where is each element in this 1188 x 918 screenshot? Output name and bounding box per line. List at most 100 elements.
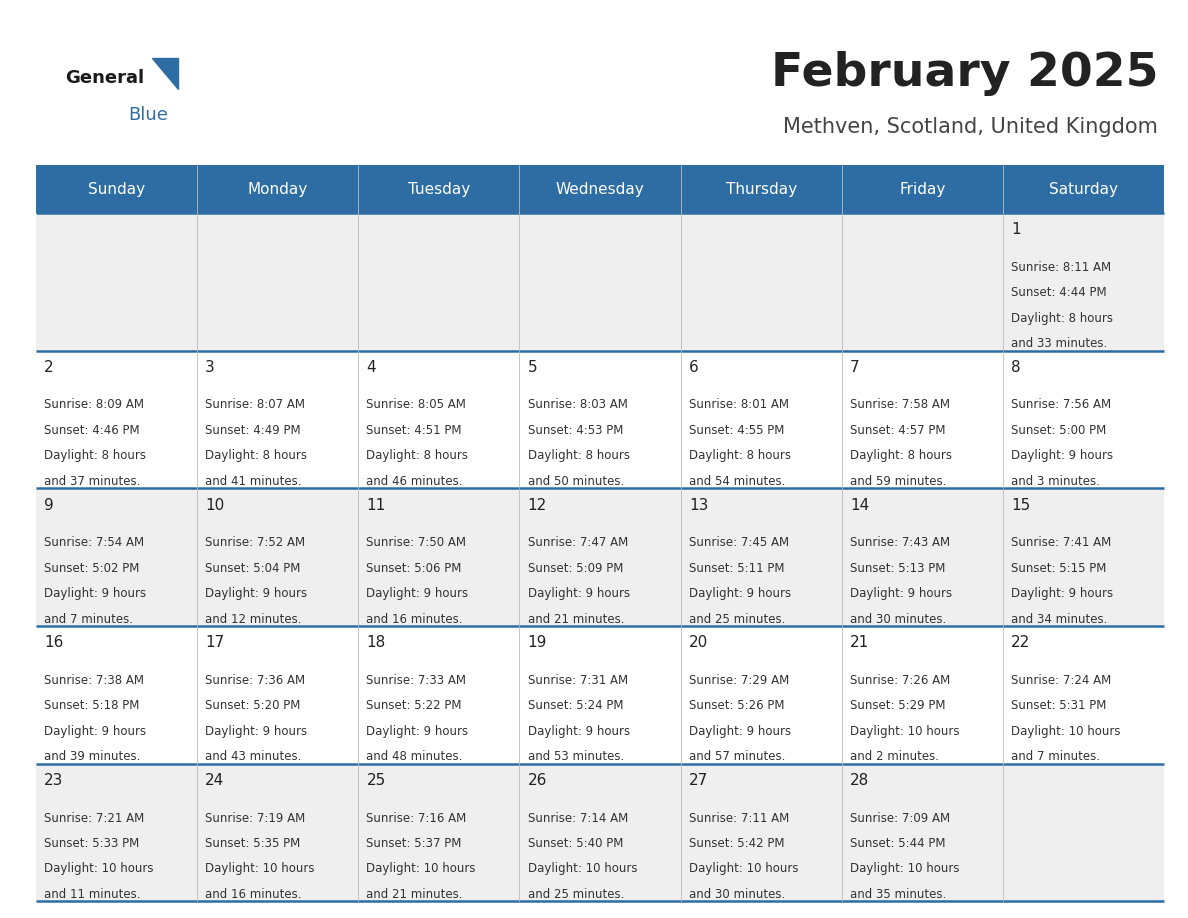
Text: Sunset: 5:37 PM: Sunset: 5:37 PM (366, 837, 462, 850)
Text: and 48 minutes.: and 48 minutes. (366, 750, 463, 763)
Text: Sunrise: 8:01 AM: Sunrise: 8:01 AM (689, 398, 789, 411)
Text: Daylight: 9 hours: Daylight: 9 hours (366, 588, 468, 600)
Text: February 2025: February 2025 (771, 50, 1158, 96)
Text: Daylight: 10 hours: Daylight: 10 hours (851, 725, 960, 738)
Text: Sunrise: 7:24 AM: Sunrise: 7:24 AM (1011, 674, 1112, 687)
Text: Sunrise: 7:54 AM: Sunrise: 7:54 AM (44, 536, 144, 549)
Text: 2: 2 (44, 360, 53, 375)
Text: Daylight: 9 hours: Daylight: 9 hours (527, 588, 630, 600)
Text: Sunset: 5:26 PM: Sunset: 5:26 PM (689, 700, 784, 712)
Text: and 33 minutes.: and 33 minutes. (1011, 337, 1107, 350)
Text: Sunset: 5:04 PM: Sunset: 5:04 PM (206, 562, 301, 575)
Text: Sunset: 5:13 PM: Sunset: 5:13 PM (851, 562, 946, 575)
Text: Sunrise: 7:26 AM: Sunrise: 7:26 AM (851, 674, 950, 687)
Text: Sunrise: 7:33 AM: Sunrise: 7:33 AM (366, 674, 467, 687)
Text: Sunset: 5:09 PM: Sunset: 5:09 PM (527, 562, 623, 575)
Text: and 43 minutes.: and 43 minutes. (206, 750, 302, 763)
Text: 5: 5 (527, 360, 537, 375)
Text: 24: 24 (206, 773, 225, 788)
Text: Sunrise: 8:07 AM: Sunrise: 8:07 AM (206, 398, 305, 411)
Text: Daylight: 9 hours: Daylight: 9 hours (689, 588, 791, 600)
Text: 21: 21 (851, 635, 870, 650)
Text: General: General (65, 69, 145, 87)
Text: Sunset: 5:44 PM: Sunset: 5:44 PM (851, 837, 946, 850)
Text: and 3 minutes.: and 3 minutes. (1011, 475, 1100, 487)
Text: Sunrise: 8:11 AM: Sunrise: 8:11 AM (1011, 261, 1112, 274)
Text: 25: 25 (366, 773, 386, 788)
Text: and 2 minutes.: and 2 minutes. (851, 750, 939, 763)
Bar (36, 764, 1164, 901)
Text: Daylight: 8 hours: Daylight: 8 hours (206, 450, 308, 463)
Text: Blue: Blue (128, 106, 169, 124)
Text: and 12 minutes.: and 12 minutes. (206, 612, 302, 625)
Text: and 7 minutes.: and 7 minutes. (1011, 750, 1100, 763)
Text: Sunset: 4:49 PM: Sunset: 4:49 PM (206, 424, 301, 437)
Text: 16: 16 (44, 635, 63, 650)
Text: Sunset: 5:29 PM: Sunset: 5:29 PM (851, 700, 946, 712)
Text: Sunset: 5:40 PM: Sunset: 5:40 PM (527, 837, 623, 850)
Text: Daylight: 10 hours: Daylight: 10 hours (527, 863, 637, 876)
Text: Sunrise: 7:16 AM: Sunrise: 7:16 AM (366, 812, 467, 824)
Text: Daylight: 9 hours: Daylight: 9 hours (206, 588, 308, 600)
Text: 13: 13 (689, 498, 708, 512)
Text: Sunrise: 7:19 AM: Sunrise: 7:19 AM (206, 812, 305, 824)
Text: Daylight: 9 hours: Daylight: 9 hours (527, 725, 630, 738)
Text: Sunset: 5:15 PM: Sunset: 5:15 PM (1011, 562, 1107, 575)
Text: Sunrise: 7:58 AM: Sunrise: 7:58 AM (851, 398, 950, 411)
Text: and 16 minutes.: and 16 minutes. (366, 612, 463, 625)
Text: and 21 minutes.: and 21 minutes. (366, 888, 463, 901)
Text: Sunset: 5:24 PM: Sunset: 5:24 PM (527, 700, 624, 712)
Text: and 25 minutes.: and 25 minutes. (689, 612, 785, 625)
Text: and 7 minutes.: and 7 minutes. (44, 612, 133, 625)
Text: 22: 22 (1011, 635, 1030, 650)
Text: Sunset: 4:46 PM: Sunset: 4:46 PM (44, 424, 139, 437)
Text: 17: 17 (206, 635, 225, 650)
Text: Sunset: 4:51 PM: Sunset: 4:51 PM (366, 424, 462, 437)
Text: Daylight: 10 hours: Daylight: 10 hours (689, 863, 798, 876)
Text: Daylight: 10 hours: Daylight: 10 hours (366, 863, 476, 876)
Text: Sunset: 5:35 PM: Sunset: 5:35 PM (206, 837, 301, 850)
Text: Sunrise: 8:09 AM: Sunrise: 8:09 AM (44, 398, 144, 411)
Text: Daylight: 8 hours: Daylight: 8 hours (527, 450, 630, 463)
Text: and 54 minutes.: and 54 minutes. (689, 475, 785, 487)
Text: 19: 19 (527, 635, 546, 650)
Text: Sunrise: 8:05 AM: Sunrise: 8:05 AM (366, 398, 466, 411)
Text: 28: 28 (851, 773, 870, 788)
Text: Sunrise: 7:14 AM: Sunrise: 7:14 AM (527, 812, 628, 824)
Text: 6: 6 (689, 360, 699, 375)
Text: 23: 23 (44, 773, 63, 788)
Text: 20: 20 (689, 635, 708, 650)
Polygon shape (152, 58, 178, 89)
Text: 10: 10 (206, 498, 225, 512)
Text: and 53 minutes.: and 53 minutes. (527, 750, 624, 763)
Text: Sunday: Sunday (88, 182, 145, 196)
Text: Sunset: 4:55 PM: Sunset: 4:55 PM (689, 424, 784, 437)
Bar (36, 213, 1164, 351)
Text: Daylight: 8 hours: Daylight: 8 hours (366, 450, 468, 463)
Text: Daylight: 9 hours: Daylight: 9 hours (44, 588, 146, 600)
Text: Sunset: 4:53 PM: Sunset: 4:53 PM (527, 424, 623, 437)
Text: Sunrise: 7:56 AM: Sunrise: 7:56 AM (1011, 398, 1112, 411)
Text: 12: 12 (527, 498, 546, 512)
Text: 4: 4 (366, 360, 377, 375)
Text: Sunset: 4:44 PM: Sunset: 4:44 PM (1011, 286, 1107, 299)
Text: Daylight: 10 hours: Daylight: 10 hours (206, 863, 315, 876)
Text: and 50 minutes.: and 50 minutes. (527, 475, 624, 487)
Text: Sunset: 5:42 PM: Sunset: 5:42 PM (689, 837, 784, 850)
Text: and 30 minutes.: and 30 minutes. (689, 888, 785, 901)
Text: Tuesday: Tuesday (407, 182, 469, 196)
Text: Daylight: 10 hours: Daylight: 10 hours (1011, 725, 1120, 738)
Text: and 46 minutes.: and 46 minutes. (366, 475, 463, 487)
Text: and 57 minutes.: and 57 minutes. (689, 750, 785, 763)
Text: 18: 18 (366, 635, 386, 650)
Text: Sunrise: 7:43 AM: Sunrise: 7:43 AM (851, 536, 950, 549)
Text: and 37 minutes.: and 37 minutes. (44, 475, 140, 487)
Text: and 59 minutes.: and 59 minutes. (851, 475, 947, 487)
Text: Sunset: 5:00 PM: Sunset: 5:00 PM (1011, 424, 1106, 437)
Text: and 39 minutes.: and 39 minutes. (44, 750, 140, 763)
Text: 8: 8 (1011, 360, 1020, 375)
Text: Sunrise: 7:21 AM: Sunrise: 7:21 AM (44, 812, 144, 824)
Text: Sunrise: 7:45 AM: Sunrise: 7:45 AM (689, 536, 789, 549)
Text: 26: 26 (527, 773, 546, 788)
Text: Daylight: 9 hours: Daylight: 9 hours (1011, 450, 1113, 463)
